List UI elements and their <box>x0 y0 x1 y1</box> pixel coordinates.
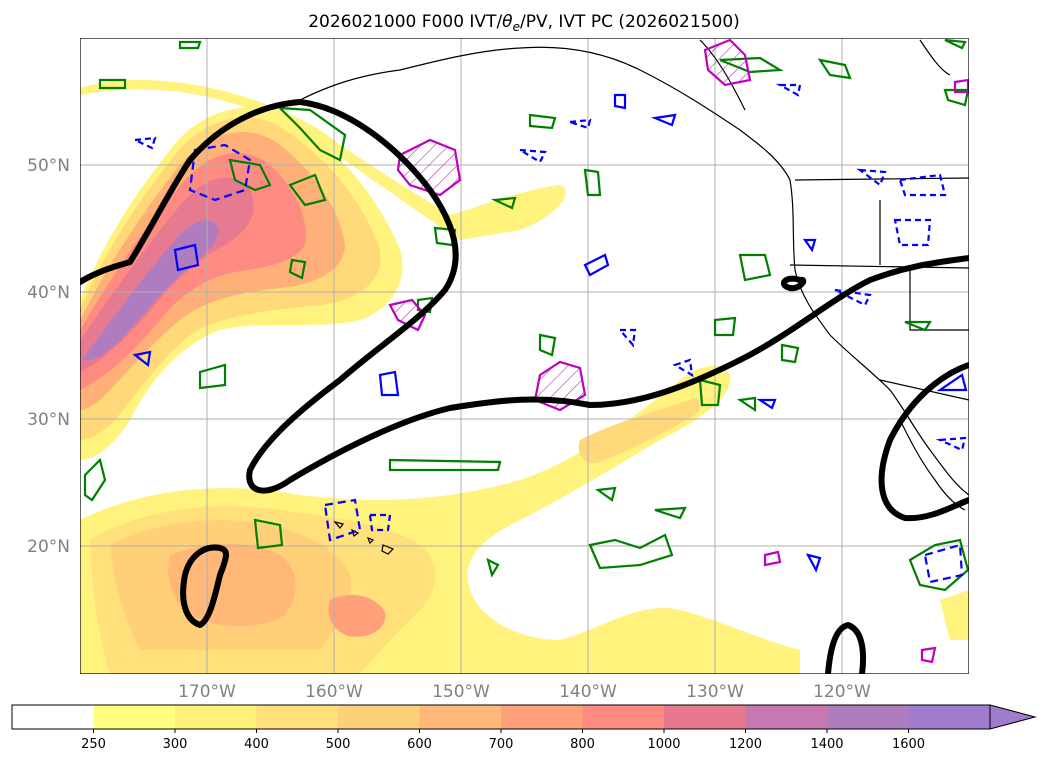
colorbar-tick-label: 500 <box>326 737 351 752</box>
colorbar-segment <box>745 705 828 729</box>
colorbar-tick-label: 700 <box>489 737 514 752</box>
lon-tick-label: 140°W <box>559 682 617 702</box>
lon-tick-label: 160°W <box>305 682 363 702</box>
lon-tick-label: 130°W <box>686 682 744 702</box>
colorbar-segment <box>175 705 257 729</box>
lon-tick-labels: 170°W 160°W 150°W 140°W 130°W 120°W <box>178 682 871 702</box>
colorbar-segment <box>582 705 665 729</box>
colorbar-tick-label: 600 <box>407 737 432 752</box>
lat-tick-labels: 50°N 40°N 30°N 20°N <box>27 156 70 557</box>
gridlines <box>80 38 969 674</box>
colorbar-segment <box>664 705 746 729</box>
colorbar-segment <box>256 705 339 729</box>
magenta-contours <box>388 38 969 664</box>
colorbar-segment <box>93 705 176 729</box>
lon-tick-label: 150°W <box>432 682 490 702</box>
colorbar-tick-label: 800 <box>570 737 595 752</box>
colorbar-segment <box>338 705 420 729</box>
colorbar-tick-label: 300 <box>163 737 188 752</box>
pv-contours-green <box>83 38 969 592</box>
colorbar-tick-label: 1200 <box>729 737 762 752</box>
colorbar-tick-label: 400 <box>244 737 269 752</box>
colorbar-tick-label: 1400 <box>810 737 843 752</box>
colorbar-tick-label: 250 <box>81 737 106 752</box>
colorbar-tick-label: 1000 <box>647 737 680 752</box>
ivt-shading-north <box>80 80 566 461</box>
colorbar-tick-label: 1600 <box>892 737 925 752</box>
lon-tick-label: 170°W <box>178 682 236 702</box>
colorbar-segment <box>419 705 502 729</box>
ivt-pc-contours <box>80 99 969 674</box>
map-panel <box>80 38 969 674</box>
theta-e-contours-blue <box>130 83 968 584</box>
lat-tick-label: 20°N <box>27 537 70 557</box>
lat-tick-label: 30°N <box>27 410 70 430</box>
colorbar-segment <box>908 705 991 729</box>
chart-title: 2026021000 F000 IVT/θe/PV, IVT PC (20260… <box>308 12 740 34</box>
colorbar-extend-arrow <box>989 704 1037 730</box>
colorbar-segment <box>501 705 583 729</box>
colorbar: 250 300 400 500 600 700 800 1000 1200 1400 1600 <box>11 704 1037 752</box>
lat-tick-label: 40°N <box>27 283 70 303</box>
colorbar-segment <box>827 705 909 729</box>
lat-tick-label: 50°N <box>27 156 70 176</box>
lon-tick-label: 120°W <box>813 682 871 702</box>
colorbar-segment <box>12 705 94 729</box>
ivt-shading-south <box>80 365 969 674</box>
